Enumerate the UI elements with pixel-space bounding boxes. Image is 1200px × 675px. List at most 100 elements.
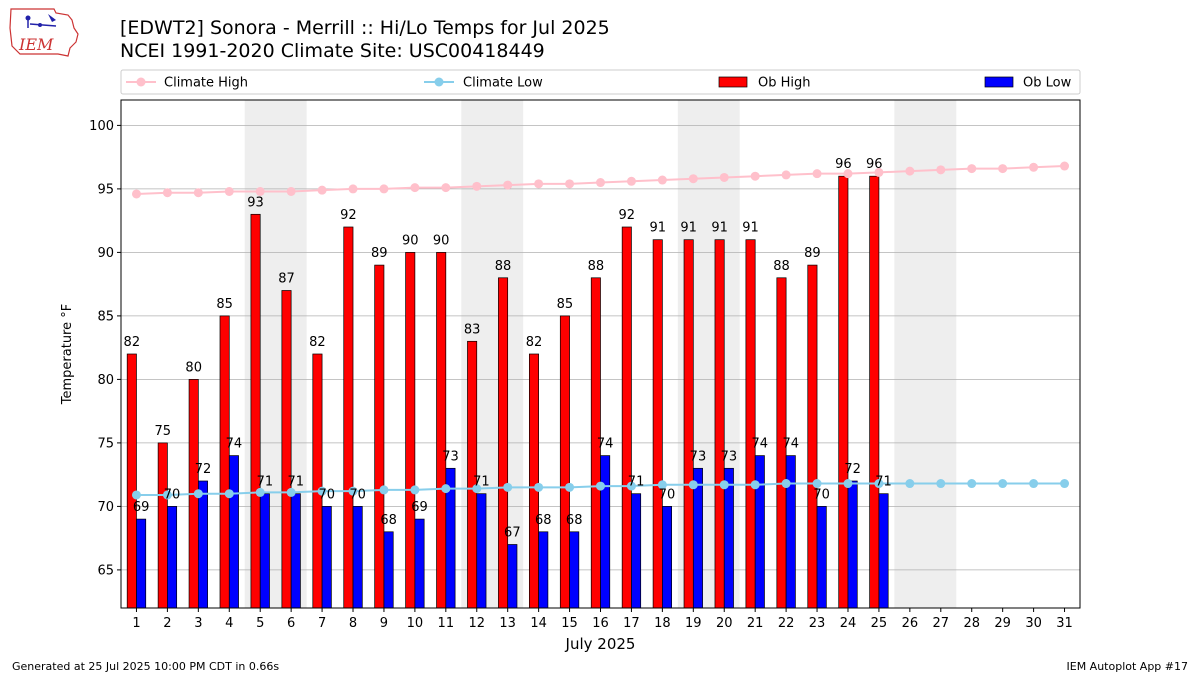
climate-high-point-25 — [874, 167, 884, 177]
ob-low-bar-9 — [383, 531, 394, 609]
climate-high-point-15 — [565, 179, 575, 189]
weekend-band-0 — [244, 100, 307, 608]
climate-high-point-2 — [162, 188, 172, 198]
legend-climate-high-marker — [136, 77, 146, 87]
ob-low-label-6: 71 — [288, 475, 305, 490]
bars — [126, 175, 889, 609]
climate-low-point-23 — [812, 479, 822, 489]
ob-high-bar-13 — [498, 277, 509, 609]
ob-low-label-11: 73 — [442, 449, 459, 464]
climate-low-point-13 — [503, 482, 513, 492]
ob-high-bar-8 — [343, 226, 354, 609]
climate-low-point-5 — [255, 487, 265, 497]
climate-low-point-19 — [688, 480, 698, 490]
legend-ob-high-label: Ob High — [758, 76, 811, 91]
weekend-shading — [244, 100, 957, 608]
climate-low-point-15 — [565, 482, 575, 492]
xtick-label-28: 28 — [963, 616, 980, 631]
climate-high-point-6 — [286, 186, 296, 196]
ob-high-label-3: 80 — [185, 360, 202, 375]
ob-low-label-19: 73 — [690, 449, 707, 464]
climate-high-point-11 — [441, 183, 451, 193]
climate-low-point-10 — [410, 485, 420, 495]
legend-box — [120, 69, 1081, 95]
ob-low-bar-4 — [228, 455, 239, 609]
chart-title: [EDWT2] Sonora - Merrill :: Hi/Lo Temps … — [120, 17, 610, 39]
ob-low-label-13: 67 — [504, 526, 521, 541]
xtick-label-4: 4 — [225, 616, 233, 631]
xtick-label-9: 9 — [380, 616, 388, 631]
climate-low-point-28 — [967, 479, 977, 489]
climate-low-point-26 — [905, 479, 915, 489]
ob-high-label-10: 90 — [402, 233, 419, 248]
ob-high-bar-2 — [157, 442, 168, 609]
legend-ob-low-swatch — [984, 76, 1014, 88]
climate-high-point-31 — [1060, 161, 1070, 171]
xtick-label-18: 18 — [654, 616, 671, 631]
xtick-label-30: 30 — [1025, 616, 1042, 631]
ob-high-bar-25 — [869, 175, 880, 609]
climate-high-point-20 — [719, 172, 729, 182]
ob-low-label-17: 71 — [628, 475, 645, 490]
climate-low-point-7 — [317, 486, 327, 496]
ob-low-bar-17 — [631, 493, 642, 609]
ob-low-bar-15 — [569, 531, 580, 609]
ob-high-bar-23 — [807, 264, 818, 609]
climate-low-point-9 — [379, 485, 389, 495]
climate-low-point-27 — [936, 479, 946, 489]
climate-high-point-16 — [596, 178, 605, 188]
ob-high-bar-9 — [374, 264, 385, 609]
ob-high-bar-14 — [528, 353, 539, 609]
ob-high-label-5: 93 — [247, 195, 264, 210]
ob-high-bar-10 — [405, 252, 416, 609]
ob-high-bar-15 — [559, 315, 570, 609]
legend-climate-low-marker — [434, 77, 444, 87]
ob-low-bar-12 — [476, 493, 487, 609]
climate-high-line — [136, 165, 1065, 195]
xtick-label-3: 3 — [194, 616, 202, 631]
ob-low-bar-3 — [197, 480, 208, 609]
climate-high-point-26 — [905, 166, 915, 176]
xtick-label-24: 24 — [840, 616, 857, 631]
ytick-label-100: 100 — [89, 119, 114, 134]
chart-subtitle: NCEI 1991-2020 Climate Site: USC00418449 — [120, 40, 545, 62]
ob-high-label-1: 82 — [124, 335, 141, 350]
climate-high-point-19 — [688, 174, 698, 184]
climate-low-point-25 — [874, 479, 884, 489]
climate-low-point-2 — [162, 490, 172, 500]
ob-low-bar-25 — [878, 493, 889, 609]
plot-frame — [120, 99, 1081, 609]
xtick-label-20: 20 — [716, 616, 733, 631]
ob-high-bar-1 — [126, 353, 137, 609]
climate-high-point-7 — [317, 185, 327, 195]
ob-high-label-16: 88 — [588, 259, 605, 274]
ob-low-bar-11 — [445, 467, 456, 609]
ob-high-label-6: 87 — [278, 272, 295, 287]
xtick-label-2: 2 — [163, 616, 171, 631]
ytick-label-65: 65 — [97, 563, 114, 578]
ob-high-bar-4 — [219, 315, 230, 609]
xtick-label-19: 19 — [685, 616, 702, 631]
climate-low-point-22 — [781, 479, 791, 489]
ob-low-bar-21 — [754, 455, 765, 609]
climate-low-point-11 — [441, 484, 451, 494]
ob-high-bar-5 — [250, 213, 261, 609]
legend-ob-high-swatch — [718, 76, 748, 88]
ob-low-bar-5 — [259, 493, 270, 609]
ob-low-label-22: 74 — [782, 437, 799, 452]
xtick-label-11: 11 — [438, 616, 455, 631]
xtick-label-8: 8 — [349, 616, 357, 631]
xtick-label-27: 27 — [933, 616, 950, 631]
ob-low-label-4: 74 — [226, 437, 243, 452]
ob-low-bar-19 — [692, 467, 703, 609]
ob-high-bar-3 — [188, 379, 199, 609]
ob-high-label-22: 88 — [773, 259, 790, 274]
ytick-label-95: 95 — [97, 182, 114, 197]
climate-high-point-4 — [224, 186, 234, 196]
ob-low-label-16: 74 — [597, 437, 614, 452]
ytick-label-90: 90 — [97, 246, 114, 261]
legend-ob-low-label: Ob Low — [1023, 76, 1072, 91]
ob-low-label-24: 72 — [844, 462, 861, 477]
ob-low-label-10: 69 — [411, 500, 428, 515]
legend-climate-high-label: Climate High — [164, 76, 248, 91]
